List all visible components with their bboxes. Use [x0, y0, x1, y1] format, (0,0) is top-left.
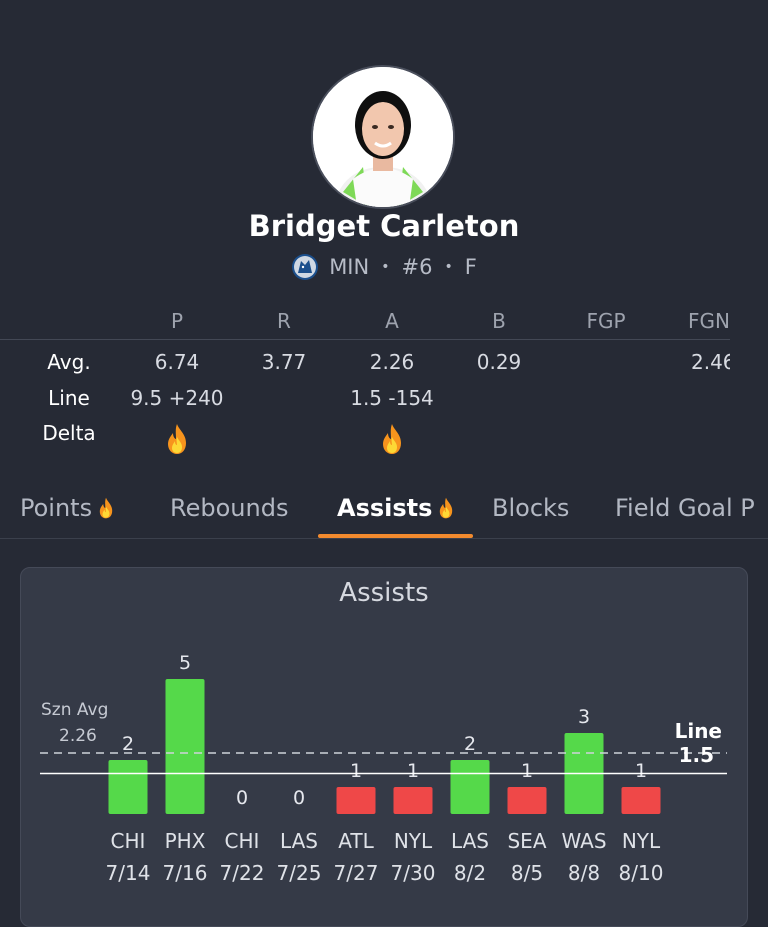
- stat-header-fgn: FGN: [688, 309, 730, 333]
- row-label-line: Line: [48, 386, 90, 410]
- tab-blocks[interactable]: Blocks: [492, 494, 569, 522]
- bar-value-label: 1: [635, 760, 647, 782]
- meta-separator: •: [444, 259, 453, 275]
- team-abbr: MIN: [329, 255, 370, 279]
- avg-fgn: 2.46: [691, 350, 730, 374]
- bar-value-label: 2: [464, 733, 476, 755]
- stat-header-r: R: [277, 309, 291, 333]
- x-tick-date: 7/27: [334, 861, 379, 885]
- meta-separator: •: [381, 259, 390, 275]
- avg-assists: 2.26: [369, 350, 415, 374]
- x-tick-team: NYL: [394, 829, 433, 853]
- bar-value-label: 1: [350, 760, 362, 782]
- x-tick-team: LAS: [280, 829, 318, 853]
- tab-label: Points: [20, 494, 93, 522]
- jersey-number: #6: [401, 255, 433, 279]
- x-tick-date: 8/5: [511, 861, 543, 885]
- x-tick-date: 7/14: [106, 861, 151, 885]
- player-photo: [313, 67, 453, 207]
- player-position: F: [464, 255, 477, 279]
- bar-value-label: 1: [521, 760, 533, 782]
- tab-label: Rebounds: [170, 494, 289, 522]
- bar-value-label: 1: [407, 760, 419, 782]
- assists-bar-chart: 2 CHI 7/14 5 PHX 7/16 0 CHI 7/22 0 LAS 7/25 1 ATL 7/27…: [40, 652, 727, 885]
- fire-icon: [383, 424, 401, 454]
- active-tab-indicator: [318, 534, 473, 538]
- player-avatar: [311, 65, 455, 209]
- x-tick-team: SEA: [507, 829, 546, 853]
- x-tick-team: CHI: [111, 829, 146, 853]
- fire-icon: [99, 497, 113, 519]
- x-tick-team: PHX: [165, 829, 206, 853]
- chart-bar: [621, 787, 661, 814]
- line-label: Line: [675, 719, 722, 743]
- x-tick-team: NYL: [622, 829, 661, 853]
- season-average-label: Szn Avg: [41, 700, 108, 720]
- bar-value-label: 5: [179, 652, 191, 674]
- stats-divider: [0, 339, 730, 340]
- line-assists: 1.5 -154: [350, 386, 434, 410]
- x-tick-team: WAS: [561, 829, 606, 853]
- tab-label: Assists: [337, 494, 433, 522]
- line-points: 9.5 +240: [130, 386, 224, 410]
- player-meta: MIN • #6 • F: [0, 253, 768, 281]
- x-tick-date: 7/16: [163, 861, 208, 885]
- x-tick-team: CHI: [225, 829, 260, 853]
- x-tick-date: 7/22: [220, 861, 265, 885]
- row-label-avg: Avg.: [47, 350, 91, 374]
- chart-bar: [507, 787, 547, 814]
- x-tick-date: 7/30: [391, 861, 436, 885]
- fire-icon: [168, 424, 186, 454]
- x-tick-date: 8/2: [454, 861, 486, 885]
- tabs-divider: [0, 538, 768, 539]
- assists-chart-card: [20, 567, 748, 927]
- x-tick-date: 8/8: [568, 861, 600, 885]
- player-name: Bridget Carleton: [248, 209, 520, 243]
- bar-value-label: 2: [122, 733, 134, 755]
- tab-label: Field Goal P: [615, 494, 755, 522]
- row-label-delta: Delta: [42, 421, 96, 445]
- chart-bar: [450, 760, 490, 814]
- avg-blocks: 0.29: [476, 350, 522, 374]
- chart-bar: [336, 787, 376, 814]
- chart-bar: [393, 787, 433, 814]
- stat-tabs: Points Rebounds Assists Blocks Field Goa…: [0, 490, 768, 536]
- season-average-value: 2.26: [59, 726, 97, 746]
- tab-rebounds[interactable]: Rebounds: [170, 494, 288, 522]
- timberwolf-logo-icon: [292, 254, 319, 280]
- bar-value-label: 3: [578, 706, 590, 728]
- stat-header-b: B: [492, 309, 506, 333]
- tab-field-goal-percentage[interactable]: Field Goal P: [615, 494, 755, 522]
- fire-icon: [440, 497, 453, 519]
- tab-label: Blocks: [492, 494, 570, 522]
- bar-value-label: 0: [236, 787, 248, 809]
- x-tick-date: 7/25: [277, 861, 322, 885]
- stat-header-fgp: FGP: [586, 309, 626, 333]
- avg-points: 6.74: [154, 350, 200, 374]
- tab-assists[interactable]: Assists: [337, 494, 455, 522]
- x-tick-date: 8/10: [619, 861, 664, 885]
- chart-bar: [108, 760, 148, 814]
- stat-header-a: A: [385, 309, 399, 333]
- chart-title: Assists: [339, 578, 429, 608]
- x-tick-team: LAS: [451, 829, 489, 853]
- chart-bar: [165, 679, 205, 814]
- line-value: 1.5: [679, 743, 714, 767]
- avg-rebounds: 3.77: [261, 350, 307, 374]
- stat-header-p: P: [170, 309, 184, 333]
- x-tick-team: ATL: [338, 829, 374, 853]
- tab-points[interactable]: Points: [20, 494, 115, 522]
- bar-value-label: 0: [293, 787, 305, 809]
